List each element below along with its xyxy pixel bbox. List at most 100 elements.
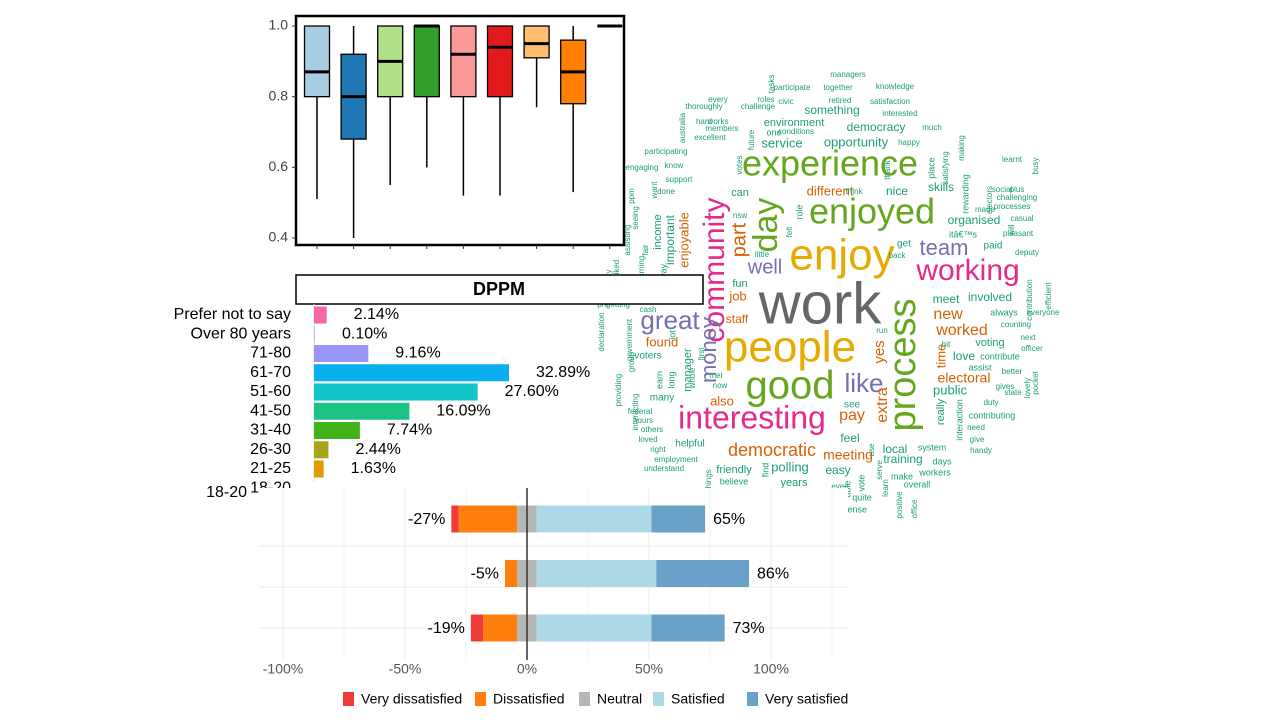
age-bar-value-label: 2.44%: [355, 441, 400, 458]
age-category-label: 61-70: [250, 364, 291, 381]
wordcloud-word: ppm: [627, 188, 636, 204]
wordcloud-word: find: [760, 463, 770, 478]
wordcloud-word: way: [658, 264, 668, 282]
age-category-label: 41-50: [250, 402, 291, 419]
wordcloud-word: meet: [933, 292, 960, 306]
wordcloud-word: like: [844, 368, 883, 398]
y-tick-label: 0.8: [269, 87, 289, 103]
wordcloud-word: community: [698, 197, 731, 342]
wordcloud-word: interested: [882, 109, 917, 118]
likert-segment: [656, 560, 750, 587]
wordcloud-word: voting: [975, 337, 1004, 349]
age-bar: [314, 364, 509, 382]
likert-x-tick-label: 50%: [635, 661, 663, 677]
wordcloud-word: team: [920, 235, 969, 260]
wordcloud-word: fair: [641, 244, 650, 255]
wordcloud-word: day: [747, 198, 785, 253]
wordcloud-word: even: [831, 482, 848, 491]
wordcloud-word: worked: [935, 322, 988, 339]
wordcloud-word: found: [646, 334, 679, 349]
wordcloud-word: employment: [654, 455, 698, 464]
wordcloud-word: place: [926, 157, 936, 179]
wordcloud-word: state: [1004, 388, 1022, 397]
wordcloud-word: contribute: [980, 351, 1020, 361]
wordcloud-word: earn: [654, 371, 664, 389]
likert-segment: [458, 505, 518, 533]
age-bar: [314, 325, 315, 343]
wordcloud-word: votes: [735, 155, 744, 174]
wordcloud-word: something: [804, 103, 859, 117]
wordcloud-word: lot: [667, 330, 677, 340]
wordcloud-word: people: [724, 323, 856, 372]
wordcloud-word: interaction: [954, 399, 964, 441]
age-category-label: 21-25: [250, 460, 291, 477]
wordcloud-word: assisting: [623, 224, 632, 255]
wordcloud-word: always: [990, 307, 1018, 317]
wordcloud-word: opportunity: [824, 134, 889, 149]
wordcloud-word: pay: [839, 407, 865, 424]
wordcloud-word: duty: [983, 398, 998, 407]
wordcloud-word: job: [728, 288, 746, 303]
wordcloud-word: different: [807, 183, 854, 198]
likert-segment: [470, 614, 484, 642]
wordcloud-word: gives: [996, 382, 1015, 391]
legend-swatch: [747, 692, 758, 706]
wordcloud-word: knowledge: [876, 82, 915, 91]
likert-right-label: 73%: [733, 620, 765, 637]
wordcloud-word: experience: [742, 143, 918, 184]
legend-swatch: [579, 692, 590, 706]
age-bar-value-label: 27.60%: [505, 383, 559, 400]
wordcloud-word: love: [953, 349, 975, 363]
wordcloud-word: extra: [874, 387, 891, 423]
wordcloud-word: also: [710, 393, 734, 408]
wordcloud-word: office: [910, 499, 919, 519]
wordcloud-word: handy: [970, 446, 992, 455]
wordcloud-word: officer: [1021, 344, 1043, 353]
wordcloud-word: members: [705, 124, 738, 133]
wordcloud-word: voters: [634, 351, 661, 362]
wordcloud-word: next: [1020, 333, 1036, 342]
wordcloud-word: feel: [840, 431, 859, 445]
likert-segment: [536, 505, 652, 533]
wordcloud-word: bit: [942, 340, 951, 349]
wordcloud-word: good: [746, 364, 835, 408]
age-bar: [314, 441, 329, 459]
wordcloud-word: learning: [637, 256, 646, 284]
wordcloud-word: paid: [984, 241, 1003, 252]
legend-label: Neutral: [597, 691, 642, 707]
box: [486, 25, 514, 98]
wordcloud-word: money: [696, 317, 721, 383]
age-category-label: 18-20: [206, 484, 247, 501]
wordcloud-word: important: [663, 214, 677, 265]
age-category-label: Prefer not to say: [174, 306, 291, 323]
wordcloud-word: think: [846, 187, 864, 196]
wordcloud-word: excellent: [694, 133, 726, 142]
wordcloud-word: give: [970, 435, 985, 444]
wordcloud-word: first: [697, 347, 706, 361]
wordcloud-word: thoroughly: [685, 102, 722, 111]
wordcloud-word: hard: [696, 117, 712, 126]
wordcloud-word: federal: [628, 407, 653, 416]
wordcloud-word: rewarding: [960, 174, 970, 214]
likert-segment: [505, 560, 518, 587]
wordcloud-word: contributing: [969, 410, 1016, 420]
wordcloud-word: yes: [871, 340, 888, 363]
wordcloud-word: see: [844, 400, 861, 411]
age-bar-value-label: 16.09%: [436, 402, 490, 419]
wordcloud-word: processes: [994, 202, 1030, 211]
likert-left-label: -27%: [408, 511, 445, 528]
wordcloud-word: friendly: [716, 464, 752, 476]
boxplot: 0.4 0.6 0.8 1.0: [269, 14, 626, 249]
wordcloud-word: itâ€™s: [949, 229, 978, 239]
wordcloud-word: workers: [918, 467, 951, 477]
wordcloud-word: retired: [829, 96, 852, 105]
wordcloud-word: participate: [774, 83, 811, 92]
wordcloud-word: process: [882, 298, 924, 431]
wordcloud-word: income: [652, 214, 664, 249]
likert-segment: [651, 614, 725, 642]
age-bar-value-label: 7.74%: [387, 422, 432, 439]
age-category-label: 26-30: [250, 441, 291, 458]
box: [413, 25, 440, 98]
wordcloud-word: use: [867, 443, 876, 456]
